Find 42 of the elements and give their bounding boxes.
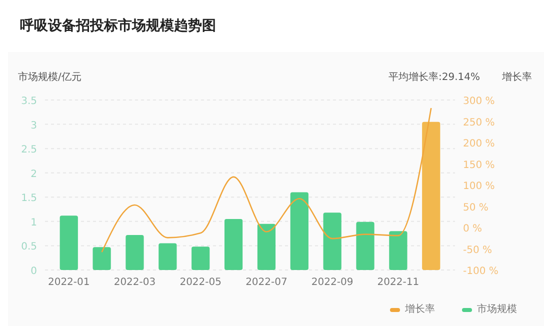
y-tick-label: 2.5 (21, 144, 37, 156)
y2-tick-label: -50 % (463, 244, 492, 256)
text: 平均增长率:29.14% (388, 71, 480, 83)
legend-label: 增长率 (404, 303, 435, 315)
y-tick-label: 2 (30, 168, 37, 180)
y-tick-label: 1 (30, 217, 37, 228)
bar (92, 247, 111, 270)
y2-tick-label: 200 % (463, 138, 495, 150)
y2-tick-label: 50 % (463, 202, 488, 214)
bar (126, 235, 144, 270)
bar (290, 192, 308, 270)
bar (389, 231, 408, 270)
y2-tick-label: 100 % (463, 181, 495, 192)
x-tick-label: 2022-09 (311, 277, 354, 288)
bar (192, 246, 210, 270)
y-tick-label: 3 (30, 120, 37, 132)
bar (158, 243, 177, 270)
x-tick-label: 2022-11 (377, 277, 420, 288)
bar (60, 216, 78, 270)
bar (422, 122, 440, 270)
line-series (101, 107, 432, 253)
y2-tick-label: 250 % (463, 117, 495, 128)
legend-label: 市场规模 (477, 303, 517, 315)
y-tick-label: 0.5 (21, 242, 37, 253)
bar (257, 224, 276, 270)
bar (323, 212, 342, 270)
x-tick-label: 2022-05 (180, 277, 222, 288)
y-tick-label: 3.5 (21, 96, 37, 107)
x-tick-label: 2022-03 (114, 277, 156, 288)
y2-tick-label: 0 % (463, 224, 482, 234)
x-tick-label: 2022-01 (48, 277, 90, 288)
y2-tick-label: 150 % (463, 160, 495, 171)
y-tick-label: 1.5 (21, 193, 37, 204)
y2-tick-label: 300 % (463, 96, 495, 107)
bar (356, 222, 374, 270)
y2-tick-label: -100 % (463, 266, 498, 277)
y-axis-title: 市场规模/亿元 (18, 71, 82, 83)
y-tick-label: 0 (30, 266, 37, 277)
chart-title: 呼吸设备招投标市场规模趋势图 (20, 17, 216, 34)
y2-axis-title: 增长率 (501, 71, 532, 83)
x-tick-label: 2022-07 (246, 277, 288, 288)
bar (224, 219, 243, 270)
